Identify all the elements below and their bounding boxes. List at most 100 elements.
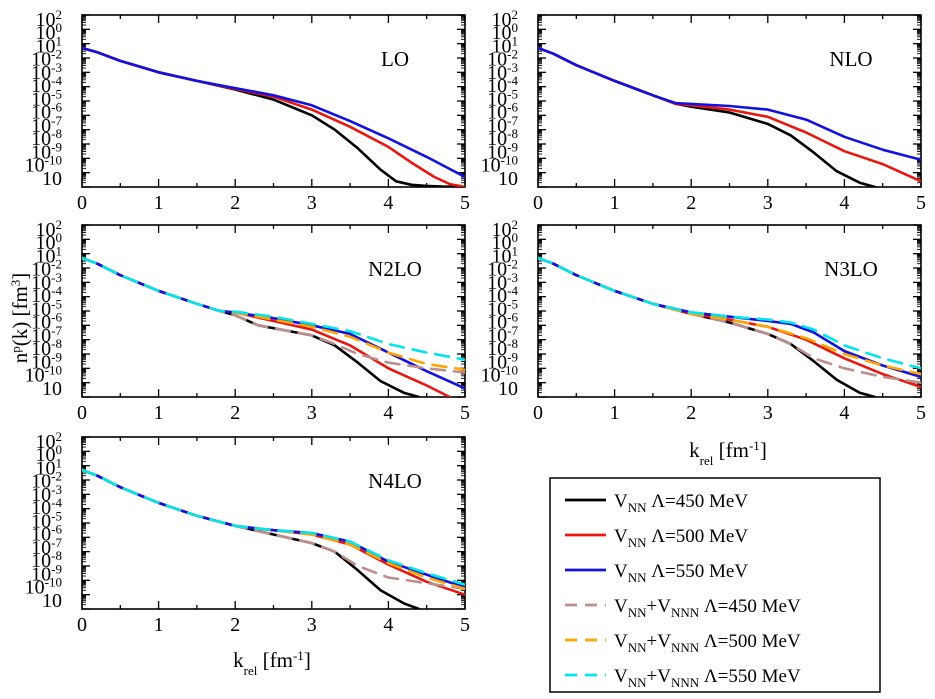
x-tick-label: 3 bbox=[763, 192, 773, 214]
y-tick-exp: -7 bbox=[51, 113, 62, 128]
y-tick-base: 10 bbox=[36, 219, 56, 241]
y-tick-exp: 0 bbox=[56, 442, 63, 457]
x-axis-title-left-close: ] bbox=[304, 648, 311, 672]
y-tick-base: 10 bbox=[31, 141, 51, 163]
y-tick-label: 102 bbox=[36, 217, 63, 241]
y-tick-base: 10 bbox=[31, 115, 51, 137]
y-tick-label: 10-9 bbox=[487, 139, 518, 163]
y-tick-base: 10 bbox=[487, 272, 507, 294]
legend-label: VNN+VNNN Λ=550 MeV bbox=[614, 666, 801, 690]
y-tick-exp: -8 bbox=[51, 548, 62, 563]
legend-prefix: V bbox=[614, 526, 628, 547]
y-tick-label: 10-6 bbox=[487, 100, 518, 124]
y-tick-base: 10 bbox=[31, 312, 51, 334]
x-axis-title-right-sup: -1 bbox=[749, 438, 760, 453]
y-tick-exp: -8 bbox=[507, 126, 518, 141]
y-tick-base: 10 bbox=[487, 141, 507, 163]
x-axis-title-right-sub: rel bbox=[700, 453, 714, 468]
y-tick-label: 10-7 bbox=[487, 113, 518, 137]
y-tick-base: 10 bbox=[487, 351, 507, 373]
x-tick-label: 0 bbox=[77, 614, 87, 636]
y-tick-base: 10 bbox=[31, 298, 51, 320]
y-tick-exp: -6 bbox=[51, 100, 62, 115]
legend-suffix: Λ=550 MeV bbox=[699, 666, 801, 687]
y-tick-label: 10-8 bbox=[31, 126, 62, 150]
y-tick-label: 10-4 bbox=[487, 283, 518, 307]
y-tick-label: 10 bbox=[498, 168, 518, 190]
y-axis-title-mid: (k) [fm bbox=[8, 286, 32, 346]
y-tick-exp: -3 bbox=[51, 270, 62, 285]
series-line bbox=[82, 468, 465, 586]
plot-frame bbox=[537, 224, 922, 398]
y-tick-exp: -7 bbox=[507, 323, 518, 338]
y-tick-label: 10-9 bbox=[31, 139, 62, 163]
x-axis-title-left-sup: -1 bbox=[293, 648, 304, 663]
x-tick-label: 4 bbox=[383, 614, 393, 636]
y-tick-exp: -9 bbox=[51, 139, 62, 154]
y-tick-base: 10 bbox=[42, 590, 62, 612]
x-tick-label: 2 bbox=[230, 402, 240, 424]
y-tick-exp: 2 bbox=[56, 217, 63, 232]
y-tick-label: 10-4 bbox=[487, 73, 518, 97]
x-axis-title-left-sub: rel bbox=[244, 663, 258, 678]
y-tick-exp: -6 bbox=[51, 522, 62, 537]
y-tick-base: 10 bbox=[31, 285, 51, 307]
panel-title: N3LO bbox=[824, 257, 878, 281]
y-tick-label: 10-3 bbox=[487, 60, 518, 84]
y-tick-label: 10-2 bbox=[31, 47, 62, 71]
legend-suffix: Λ=550 MeV bbox=[647, 561, 749, 582]
x-axis-title-left-main: k bbox=[233, 648, 244, 672]
y-tick-base: 10 bbox=[36, 232, 56, 254]
legend-suffix: Λ=450 MeV bbox=[647, 491, 749, 512]
x-tick-label: 4 bbox=[383, 192, 393, 214]
series-line bbox=[538, 46, 921, 162]
y-tick-exp: -7 bbox=[51, 535, 62, 550]
y-tick-label: 10-5 bbox=[31, 296, 62, 320]
y-tick-label: 100 bbox=[492, 230, 519, 254]
y-tick-base: 10 bbox=[481, 365, 501, 387]
y-tick-label: 10-10 bbox=[25, 575, 62, 599]
y-tick-label: 10-10 bbox=[25, 153, 62, 177]
y-tick-base: 10 bbox=[492, 245, 512, 267]
y-tick-exp: -10 bbox=[45, 153, 62, 168]
y-tick-label: 10-3 bbox=[31, 60, 62, 84]
legend-label: VNN Λ=450 MeV bbox=[614, 491, 748, 515]
y-tick-base: 10 bbox=[487, 62, 507, 84]
y-tick-label: 102 bbox=[36, 429, 63, 453]
y-tick-label: 10-6 bbox=[31, 100, 62, 124]
x-tick-label: 0 bbox=[533, 192, 543, 214]
y-tick-label: 102 bbox=[492, 7, 519, 31]
legend-prefix: V bbox=[614, 666, 628, 687]
y-tick-label: 10-4 bbox=[31, 73, 62, 97]
y-tick-exp: -7 bbox=[51, 323, 62, 338]
legend-sub2: NNN bbox=[671, 675, 700, 690]
x-axis-title-right-main: k bbox=[689, 438, 700, 462]
y-tick-label: 10-3 bbox=[31, 482, 62, 506]
y-tick-base: 10 bbox=[492, 232, 512, 254]
x-tick-label: 5 bbox=[460, 402, 470, 424]
y-tick-exp: -9 bbox=[507, 139, 518, 154]
x-axis-title-right: krel [fm-1] bbox=[689, 438, 767, 468]
y-tick-exp: -4 bbox=[51, 283, 62, 298]
y-tick-base: 10 bbox=[31, 351, 51, 373]
legend-prefix: V bbox=[614, 561, 628, 582]
y-tick-exp: 2 bbox=[512, 7, 519, 22]
legend-suffix: Λ=450 MeV bbox=[699, 596, 801, 617]
y-tick-label: 102 bbox=[36, 7, 63, 31]
y-axis-title-sup2: 3 bbox=[8, 280, 23, 287]
y-tick-base: 10 bbox=[31, 62, 51, 84]
y-tick-base: 10 bbox=[31, 128, 51, 150]
x-tick-label: 4 bbox=[839, 192, 849, 214]
panel-title: LO bbox=[381, 47, 409, 71]
legend-sub2: NNN bbox=[671, 605, 700, 620]
y-tick-exp: -2 bbox=[51, 469, 62, 484]
y-tick-base: 10 bbox=[498, 378, 518, 400]
y-tick-label: 101 bbox=[492, 33, 519, 57]
x-tick-label: 3 bbox=[307, 402, 317, 424]
y-tick-base: 10 bbox=[487, 102, 507, 124]
x-tick-label: 5 bbox=[460, 192, 470, 214]
y-tick-base: 10 bbox=[36, 245, 56, 267]
y-tick-exp: -10 bbox=[501, 153, 518, 168]
y-tick-label: 10-5 bbox=[487, 296, 518, 320]
